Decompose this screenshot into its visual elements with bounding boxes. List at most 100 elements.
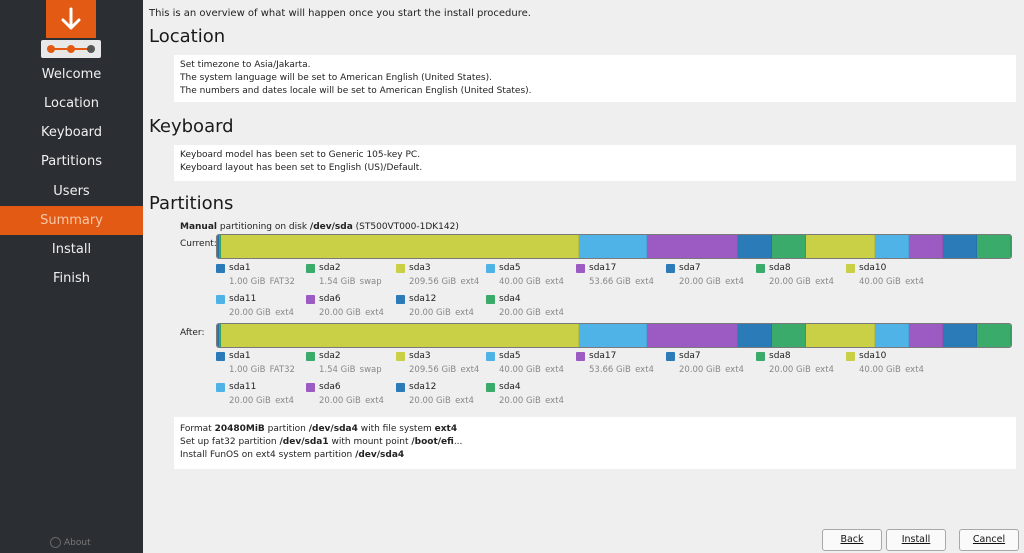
legend-partition-size: 20.00 GiB — [409, 396, 451, 406]
legend-partition-name: sda6 — [319, 382, 341, 392]
operation-text: partition — [264, 424, 309, 434]
legend-partition-fs: ext4 — [905, 277, 924, 287]
legend-partition-info: 20.00 GiB ext4 — [679, 277, 744, 287]
sidebar-item-install[interactable]: Install — [51, 242, 92, 257]
partition-segment-sda7 — [738, 324, 773, 347]
legend-partition-name: sda4 — [499, 294, 521, 304]
legend-partition-fs: ext4 — [460, 277, 480, 287]
about-button[interactable]: About — [50, 537, 91, 548]
legend-swatch — [306, 352, 315, 361]
keyboard-line: Keyboard layout has been set to English … — [180, 163, 423, 173]
after-label: After: — [180, 328, 205, 338]
operation-line: Install FunOS on ext4 system partition /… — [180, 449, 1010, 462]
current-partition-bar — [216, 234, 1012, 259]
legend-item-sda7: sda7 20.00 GiB ext4 — [666, 263, 756, 291]
partition-segment-sda10 — [806, 324, 875, 347]
legend-partition-fs: FAT32 — [269, 365, 295, 375]
partition-segment-sda8 — [772, 324, 807, 347]
legend-swatch — [486, 295, 495, 304]
legend-partition-size: 20.00 GiB — [499, 308, 541, 318]
legend-swatch — [666, 264, 675, 273]
about-label: About — [64, 538, 91, 548]
legend-partition-fs: ext4 — [455, 396, 474, 406]
sidebar-item-summary[interactable]: Summary — [0, 206, 143, 235]
after-partition-bar — [216, 323, 1012, 348]
legend-partition-fs: ext4 — [815, 365, 834, 375]
legend-partition-name: sda1 — [229, 351, 251, 361]
partition-segment-sda6 — [908, 235, 943, 258]
legend-partition-fs: ext4 — [815, 277, 834, 287]
location-line: Set timezone to Asia/Jakarta. — [180, 60, 311, 70]
partition-segment-sda1 — [217, 324, 219, 347]
legend-item-sda5: sda5 40.00 GiB ext4 — [486, 263, 576, 291]
legend-partition-fs: ext4 — [460, 365, 480, 375]
legend-partition-info: 20.00 GiB ext4 — [319, 396, 384, 406]
legend-item-sda2: sda2 1.54 GiB swap — [306, 263, 396, 291]
legend-swatch — [396, 352, 405, 361]
legend-partition-size: 20.00 GiB — [679, 277, 721, 287]
legend-item-sda8: sda8 20.00 GiB ext4 — [756, 351, 846, 379]
legend-partition-size: 1.54 GiB — [319, 365, 356, 375]
sidebar-item-keyboard[interactable]: Keyboard — [40, 125, 103, 140]
legend-partition-info: 209.56 GiB ext4 — [409, 365, 479, 375]
legend-partition-size: 40.00 GiB — [859, 365, 901, 375]
legend-swatch — [486, 264, 495, 273]
cancel-button[interactable]: Cancel — [959, 529, 1019, 551]
legend-partition-fs: ext4 — [545, 396, 564, 406]
partition-segment-sda3 — [221, 324, 579, 347]
legend-partition-size: 20.00 GiB — [499, 396, 541, 406]
operation-line: Format 20480MiB partition /dev/sda4 with… — [180, 423, 1010, 436]
disk-name: /dev/sda — [309, 222, 353, 232]
operation-value: /boot/efi — [411, 437, 454, 447]
legend-swatch — [576, 264, 585, 273]
legend-partition-info: 20.00 GiB ext4 — [229, 396, 294, 406]
partition-segment-sda5 — [578, 235, 647, 258]
legend-partition-size: 53.66 GiB — [589, 277, 631, 287]
legend-partition-info: 1.00 GiB FAT32 — [229, 277, 295, 287]
back-button[interactable]: Back — [822, 529, 882, 551]
sidebar-item-finish[interactable]: Finish — [52, 271, 90, 286]
legend-partition-size: 1.00 GiB — [229, 365, 266, 375]
legend-partition-fs: swap — [359, 277, 382, 287]
partition-segment-sda8 — [772, 235, 807, 258]
location-panel: Set timezone to Asia/Jakarta. The system… — [174, 55, 1016, 102]
sidebar-item-welcome[interactable]: Welcome — [41, 67, 102, 82]
legend-partition-size: 40.00 GiB — [499, 365, 541, 375]
partition-segment-sda1 — [217, 235, 219, 258]
legend-partition-fs: FAT32 — [269, 277, 295, 287]
legend-item-sda6: sda6 20.00 GiB ext4 — [306, 294, 396, 322]
legend-partition-fs: ext4 — [275, 396, 294, 406]
legend-partition-info: 1.00 GiB FAT32 — [229, 365, 295, 375]
partition-segment-sda11 — [874, 235, 909, 258]
legend-item-sda6: sda6 20.00 GiB ext4 — [306, 382, 396, 410]
progress-steps-icon — [47, 45, 95, 53]
partition-segment-sda3 — [221, 235, 579, 258]
legend-partition-size: 40.00 GiB — [499, 277, 541, 287]
install-button[interactable]: Install — [886, 529, 946, 551]
legend-partition-name: sda7 — [679, 351, 701, 361]
legend-item-sda5: sda5 40.00 GiB ext4 — [486, 351, 576, 379]
legend-swatch — [396, 264, 405, 273]
disk-description: Manual partitioning on disk /dev/sda (ST… — [180, 222, 459, 232]
location-line: The system language will be set to Ameri… — [180, 73, 492, 83]
legend-partition-fs: ext4 — [725, 365, 744, 375]
legend-partition-name: sda2 — [319, 351, 341, 361]
legend-partition-size: 20.00 GiB — [319, 396, 361, 406]
operation-value: 20480MiB — [214, 424, 265, 434]
legend-item-sda8: sda8 20.00 GiB ext4 — [756, 263, 846, 291]
sidebar-item-partitions[interactable]: Partitions — [41, 154, 102, 169]
legend-partition-size: 53.66 GiB — [589, 365, 631, 375]
legend-partition-fs: ext4 — [365, 308, 384, 318]
legend-partition-info: 40.00 GiB ext4 — [499, 277, 564, 287]
legend-item-sda2: sda2 1.54 GiB swap — [306, 351, 396, 379]
sidebar-item-users[interactable]: Users — [53, 184, 90, 199]
legend-partition-fs: ext4 — [275, 308, 294, 318]
sidebar-item-location[interactable]: Location — [44, 96, 99, 111]
legend-partition-info: 40.00 GiB ext4 — [859, 365, 924, 375]
operation-text: ... — [453, 437, 463, 447]
legend-partition-size: 1.00 GiB — [229, 277, 266, 287]
legend-item-sda7: sda7 20.00 GiB ext4 — [666, 351, 756, 379]
legend-partition-name: sda8 — [769, 263, 791, 273]
legend-partition-info: 20.00 GiB ext4 — [409, 308, 474, 318]
legend-partition-name: sda4 — [499, 382, 521, 392]
